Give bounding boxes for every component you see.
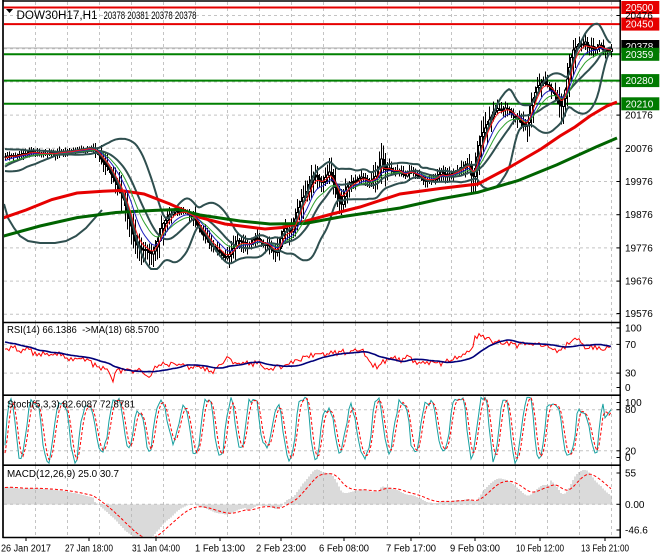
svg-text:DOW30H17,H1: DOW30H17,H1: [17, 10, 98, 22]
svg-text:100: 100: [625, 324, 642, 335]
svg-text:19876: 19876: [625, 210, 653, 221]
svg-text:55: 55: [625, 469, 637, 480]
svg-text:2 Feb 23:00: 2 Feb 23:00: [256, 544, 306, 555]
svg-text:RSI(14) 66.1386 ->MA(18) 68.5: RSI(14) 66.1386 ->MA(18) 68.5700: [7, 325, 159, 336]
svg-text:20076: 20076: [625, 144, 653, 155]
svg-text:0: 0: [625, 383, 631, 394]
svg-text:20476: 20476: [625, 11, 653, 22]
svg-text:20: 20: [625, 446, 637, 457]
svg-text:20210: 20210: [626, 99, 654, 110]
svg-text:70: 70: [625, 340, 637, 351]
svg-text:20378: 20378: [626, 42, 654, 53]
svg-text:26 Jan 2017: 26 Jan 2017: [1, 544, 51, 555]
svg-text:1 Feb 13:00: 1 Feb 13:00: [195, 544, 245, 555]
svg-text:20500: 20500: [626, 3, 654, 14]
svg-text:100: 100: [625, 398, 642, 409]
svg-text:20280: 20280: [626, 76, 654, 87]
svg-text:80: 80: [625, 405, 637, 416]
svg-text:20378 20381 20378 20378: 20378 20381 20378 20378: [104, 10, 197, 22]
svg-text:6 Feb 08:00: 6 Feb 08:00: [319, 544, 369, 555]
svg-text:19976: 19976: [625, 177, 653, 188]
svg-text:9 Feb 03:00: 9 Feb 03:00: [450, 544, 500, 555]
svg-text:0: 0: [625, 453, 631, 464]
svg-text:MACD(12,26,9) 25.0 30.7: MACD(12,26,9) 25.0 30.7: [7, 469, 119, 480]
svg-text:20450: 20450: [626, 20, 654, 31]
svg-text:0.00: 0.00: [625, 500, 645, 511]
svg-text:19676: 19676: [625, 277, 653, 288]
svg-text:7 Feb 17:00: 7 Feb 17:00: [386, 544, 436, 555]
svg-text:Stoch(5,3,3) 82.6087 72.8781: Stoch(5,3,3) 82.6087 72.8781: [7, 400, 135, 411]
svg-text:20176: 20176: [625, 111, 653, 122]
svg-text:19776: 19776: [625, 243, 653, 254]
svg-text:27 Jan 18:00: 27 Jan 18:00: [65, 544, 113, 555]
svg-text:-46.6: -46.6: [625, 526, 648, 537]
svg-text:10 Feb 12:00: 10 Feb 12:00: [516, 544, 564, 555]
svg-text:20359: 20359: [626, 50, 654, 61]
svg-text:31 Jan 04:00: 31 Jan 04:00: [132, 544, 180, 555]
svg-text:19576: 19576: [625, 309, 653, 320]
svg-text:30: 30: [625, 369, 637, 380]
svg-text:13 Feb 21:00: 13 Feb 21:00: [581, 544, 629, 555]
